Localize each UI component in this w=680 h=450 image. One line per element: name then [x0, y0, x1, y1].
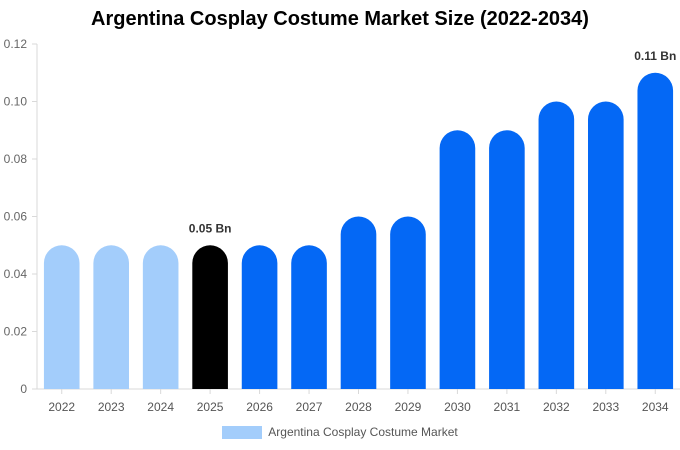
- bar-2033: [588, 101, 624, 389]
- bar-2029: [390, 216, 426, 389]
- bar-2022: [43, 245, 80, 389]
- x-tick-label: 2030: [444, 400, 471, 414]
- legend-swatch: [222, 425, 263, 439]
- legend: Argentina Cosplay Costume Market: [0, 425, 680, 439]
- bar-2024: [142, 245, 179, 389]
- x-tick-label: 2032: [543, 400, 570, 414]
- y-tick-label: 0.10: [4, 95, 28, 109]
- bar-2027: [291, 245, 327, 389]
- y-tick-label: 0.06: [4, 210, 28, 224]
- bars-group: [43, 72, 674, 389]
- bar-2032: [538, 101, 575, 389]
- x-tick-label: 2033: [592, 400, 619, 414]
- bar-2028: [340, 216, 377, 389]
- x-tick-label: 2022: [48, 400, 75, 414]
- bar-2023: [93, 245, 129, 389]
- x-tick-label: 2027: [296, 400, 323, 414]
- y-tick-label: 0.02: [4, 325, 28, 339]
- bar-2030: [439, 130, 476, 389]
- y-tick-label: 0: [20, 382, 27, 396]
- data-label-2034: 0.11 Bn: [634, 49, 676, 63]
- x-axis: 2022 2023 2024 2025 2026 2027 2028 2029 2030 2031…: [37, 388, 680, 414]
- y-tick-label: 0.12: [4, 37, 28, 51]
- y-tick-label: 0.08: [4, 152, 28, 166]
- data-labels-group: 0.05 Bn 0.11 Bn: [189, 49, 677, 236]
- bar-2031: [489, 130, 525, 389]
- x-tick-label: 2028: [345, 400, 372, 414]
- chart-title: Argentina Cosplay Costume Market Size (2…: [91, 8, 589, 30]
- x-tick-label: 2025: [197, 400, 224, 414]
- legend-label: Argentina Cosplay Costume Market: [268, 425, 458, 439]
- data-label-2025: 0.05 Bn: [189, 221, 232, 235]
- y-axis: 0 0.02 0.04 0.06 0.08 0.10 0.12: [4, 37, 38, 396]
- x-tick-label: 2034: [642, 400, 669, 414]
- y-tick-label: 0.04: [4, 267, 28, 281]
- x-tick-label: 2023: [98, 400, 125, 414]
- bar-2034: [637, 72, 674, 389]
- x-tick-label: 2026: [246, 400, 273, 414]
- x-tick-label: 2029: [395, 400, 422, 414]
- bar-2026: [241, 245, 278, 389]
- x-tick-label: 2031: [494, 400, 521, 414]
- bar-2025: [192, 245, 228, 389]
- x-tick-label: 2024: [147, 400, 174, 414]
